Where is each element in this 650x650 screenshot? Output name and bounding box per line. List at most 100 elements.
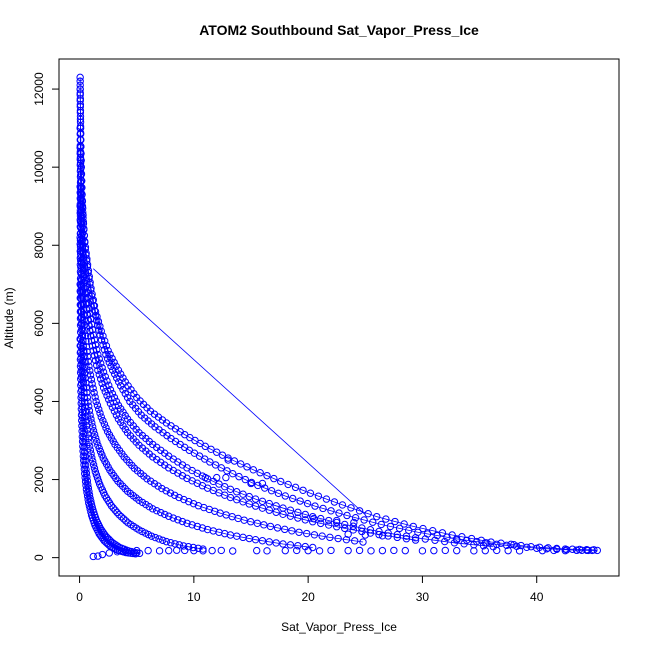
data-point (265, 506, 273, 514)
data-point (100, 420, 109, 428)
data-point (274, 489, 283, 498)
data-point (97, 375, 105, 383)
data-point (325, 516, 333, 525)
data-point (355, 507, 364, 515)
data-point (318, 532, 326, 540)
cluster-point (213, 473, 221, 482)
y-tick-label: 2000 (32, 466, 46, 493)
data-point (237, 460, 245, 468)
data-point (568, 545, 577, 553)
surface-point (315, 547, 324, 555)
data-point (85, 322, 93, 330)
data-point (266, 522, 275, 531)
series-line (79, 186, 364, 543)
data-point (301, 516, 309, 524)
series-line (79, 147, 416, 541)
data-point (114, 366, 123, 374)
data-point (256, 469, 264, 477)
cluster-point (247, 479, 255, 488)
data-point (180, 495, 188, 504)
data-point (81, 473, 89, 482)
data-point (76, 81, 84, 89)
data-point (207, 445, 215, 453)
data-point (233, 488, 241, 496)
data-point (84, 316, 93, 325)
x-tick-label: 0 (76, 590, 83, 604)
data-point (151, 533, 159, 542)
data-point (349, 522, 357, 530)
data-point (105, 395, 113, 404)
data-point (109, 366, 117, 374)
x-tick-label: 30 (416, 590, 430, 604)
data-point (310, 531, 319, 539)
data-point (79, 442, 87, 451)
data-point (94, 441, 102, 449)
surface-point (538, 546, 547, 555)
data-point (95, 405, 103, 413)
data-point (121, 485, 129, 493)
data-point (79, 261, 87, 269)
data-point (147, 477, 155, 485)
data-point (131, 550, 140, 558)
cluster-point (361, 531, 369, 539)
data-point (93, 437, 101, 446)
data-point (198, 524, 207, 532)
data-point (301, 510, 309, 519)
data-point (429, 527, 437, 535)
data-point (364, 510, 372, 518)
data-point (226, 485, 235, 494)
data-point (88, 453, 96, 462)
data-point (103, 391, 111, 400)
data-point (325, 521, 333, 529)
data-point (174, 516, 182, 524)
data-point (77, 405, 86, 413)
data-point (342, 535, 351, 544)
data-point (295, 528, 303, 536)
data-point (185, 497, 193, 506)
cluster-point (344, 530, 352, 538)
surface-point (199, 547, 207, 555)
data-point (189, 543, 197, 552)
data-point (99, 416, 107, 425)
data-point (245, 492, 253, 501)
data-point (382, 515, 390, 523)
data-point (94, 317, 103, 326)
cluster-point (481, 539, 489, 547)
data-point (294, 542, 302, 550)
data-point (277, 477, 285, 486)
data-point (311, 502, 319, 510)
surface-point (217, 546, 225, 555)
data-point (82, 481, 90, 490)
data-point (360, 516, 368, 524)
x-axis: 0 10 20 30 40 (76, 575, 544, 604)
data-point (299, 486, 307, 494)
data-point (79, 447, 87, 455)
data-point (322, 495, 331, 503)
data-point (106, 399, 115, 408)
surface-point (390, 546, 398, 555)
data-point (76, 161, 85, 169)
data-point (76, 173, 85, 181)
data-point (77, 411, 86, 419)
surface-point (165, 546, 173, 555)
data-point (76, 194, 84, 203)
data-point (107, 502, 116, 510)
surface-point (304, 546, 312, 555)
data-point (294, 514, 302, 522)
data-point (294, 508, 302, 517)
data-point (267, 486, 276, 495)
data-point (89, 461, 98, 469)
data-point (245, 500, 253, 508)
data-point (261, 484, 269, 492)
surface-point (504, 546, 512, 555)
surface-point (550, 546, 558, 555)
data-point (97, 336, 106, 344)
data-point (91, 356, 100, 365)
data-point (99, 384, 108, 392)
data-point (433, 531, 441, 540)
data-point (393, 530, 401, 539)
data-point (95, 444, 103, 453)
data-point (260, 521, 268, 529)
data-point (341, 524, 349, 533)
data-point (289, 494, 297, 503)
